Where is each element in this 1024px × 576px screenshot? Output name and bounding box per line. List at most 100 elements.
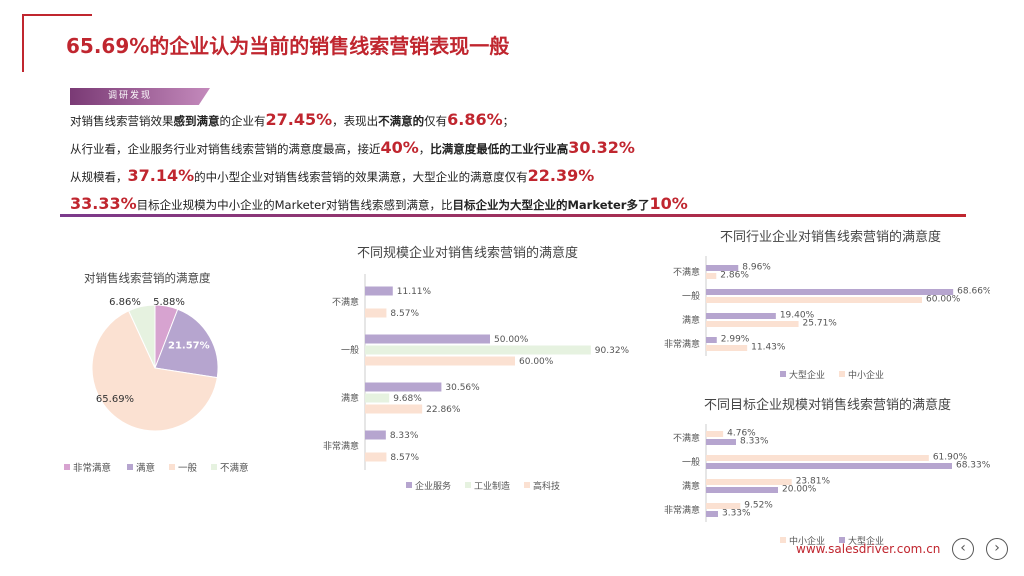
bar — [706, 487, 778, 493]
bar — [706, 463, 952, 469]
category-label: 非常满意 — [664, 504, 700, 516]
bar-data-label: 90.32% — [595, 346, 630, 356]
category-label: 满意 — [682, 480, 700, 492]
bar — [365, 430, 386, 440]
category-label: 不满意 — [673, 266, 700, 278]
bar-data-label: 3.33% — [722, 509, 751, 519]
bar-data-label: 30.56% — [445, 383, 480, 393]
bar — [706, 321, 799, 327]
target-bar-chart: 不满意 4.76%8.33% 一般 61.90%68.33% 满意 23.81%20.00… — [664, 424, 990, 547]
pie-slice — [128, 304, 156, 369]
bar — [365, 452, 387, 462]
legend-label: 满意 — [136, 462, 155, 474]
s4v2: 10% — [649, 194, 688, 213]
legend-swatch — [169, 464, 175, 470]
category-label: 非常满意 — [664, 338, 700, 350]
s1d: ，表现出 — [332, 114, 379, 128]
s3b: 的中小型企业对销售线索营销的效果满意，大型企业的满意度仅有 — [194, 170, 528, 184]
bar — [365, 286, 393, 296]
bar — [706, 455, 929, 461]
bar — [706, 479, 792, 485]
bar — [706, 313, 776, 319]
bar-data-label: 23.81% — [796, 477, 831, 487]
s1v1: 27.45% — [265, 110, 333, 129]
s2v1: 40% — [380, 138, 419, 157]
legend-swatch — [211, 464, 217, 470]
bar — [706, 297, 922, 303]
category-label: 一般 — [341, 344, 359, 356]
pie-data-label: 21.57% — [168, 340, 210, 351]
legend-swatch — [839, 371, 845, 377]
prev-button[interactable]: ‹ — [952, 538, 974, 560]
bar — [365, 308, 387, 318]
bar-data-label: 11.11% — [397, 287, 432, 297]
bar — [365, 404, 423, 414]
category-label: 一般 — [682, 456, 700, 468]
bar — [706, 439, 736, 445]
legend-label: 非常满意 — [73, 462, 111, 474]
legend-label: 工业制造 — [474, 480, 510, 492]
s1a: 对销售线索营销效果 — [70, 114, 174, 128]
category-label: 满意 — [682, 314, 700, 326]
bar-data-label: 61.90% — [933, 453, 968, 463]
summary-line-4: 33.33%目标企业规模为中小企业的Marketer对销售线索感到满意，比目标企… — [70, 194, 688, 213]
bar-data-label: 19.40% — [780, 311, 815, 321]
bar-data-label: 20.00% — [782, 485, 817, 495]
bar-data-label: 9.68% — [393, 394, 422, 404]
bar — [706, 273, 717, 279]
pie-chart: 5.88% 21.57% 65.69% 6.86% 非常满意 满意 一般 不满意 — [64, 297, 249, 474]
divider — [60, 214, 966, 217]
bar — [706, 431, 724, 437]
bar-data-label: 50.00% — [494, 335, 529, 345]
bar-data-label: 60.00% — [926, 295, 961, 305]
legend-label: 中小企业 — [789, 535, 825, 547]
scale-bar-chart: 不满意 11.11% 8.57% 一般 50.00% 90.32% 60.00% 满意 30.5… — [323, 274, 630, 492]
s1v2: 6.86% — [447, 110, 503, 129]
s4v1: 33.33% — [70, 194, 137, 213]
bar-data-label: 68.66% — [957, 287, 990, 297]
pie-slice — [154, 308, 219, 379]
pie-data-label: 5.88% — [153, 297, 185, 308]
bar-data-label: 8.96% — [742, 263, 771, 273]
scale-chart-title: 不同规模企业对销售线索营销的满意度 — [357, 246, 579, 261]
category-label: 一般 — [682, 290, 700, 302]
s3v2: 22.39% — [527, 166, 595, 185]
bar-data-label: 60.00% — [519, 357, 554, 367]
bar-data-label: 8.33% — [390, 431, 419, 441]
site-url[interactable]: www.salesdriver.com.cn — [796, 542, 941, 556]
category-label: 不满意 — [673, 432, 700, 444]
category-label: 非常满意 — [323, 440, 359, 452]
s4b: 目标企业为大型企业的Marketer多了 — [452, 198, 650, 212]
bar — [706, 511, 718, 517]
legend-label: 不满意 — [220, 462, 249, 474]
target-chart-title: 不同目标企业规模对销售线索营销的满意度 — [704, 398, 952, 413]
s2v2: 30.32% — [568, 138, 635, 157]
bar — [706, 337, 717, 343]
s3v1: 37.14% — [127, 166, 195, 185]
category-label: 不满意 — [332, 296, 359, 308]
pie-title: 对销售线索营销的满意度 — [84, 271, 211, 285]
s3a: 从规模看， — [70, 170, 128, 184]
s2c: 比满意度最低的工业行业高 — [430, 142, 569, 156]
summary-line-1: 对销售线索营销效果感到满意的企业有27.45%，表现出不满意的仅有6.86%； — [70, 110, 514, 129]
legend-swatch — [780, 537, 786, 543]
summary-line-3: 从规模看，37.14%的中小型企业对销售线索营销的效果满意，大型企业的满意度仅有… — [70, 166, 594, 185]
s1c: 的企业有 — [219, 114, 266, 128]
s4a: 目标企业规模为中小企业的Marketer对销售线索感到满意，比 — [136, 198, 453, 212]
legend-swatch — [127, 464, 133, 470]
legend-label: 高科技 — [533, 480, 560, 492]
legend-swatch — [839, 537, 845, 543]
industry-chart-title: 不同行业企业对销售线索营销的满意度 — [720, 230, 942, 245]
section-tag: 调研发现 — [70, 88, 210, 105]
bar — [706, 265, 739, 271]
legend-label: 企业服务 — [415, 480, 451, 492]
bar — [365, 334, 490, 344]
legend-label: 大型企业 — [848, 535, 884, 547]
next-button[interactable]: › — [986, 538, 1008, 560]
legend-swatch — [465, 482, 471, 488]
legend-swatch — [64, 464, 70, 470]
bar — [365, 356, 515, 366]
s1e: 不满意的 — [378, 114, 425, 128]
bar-data-label: 8.57% — [390, 453, 419, 463]
bar-data-label: 8.57% — [390, 309, 419, 319]
